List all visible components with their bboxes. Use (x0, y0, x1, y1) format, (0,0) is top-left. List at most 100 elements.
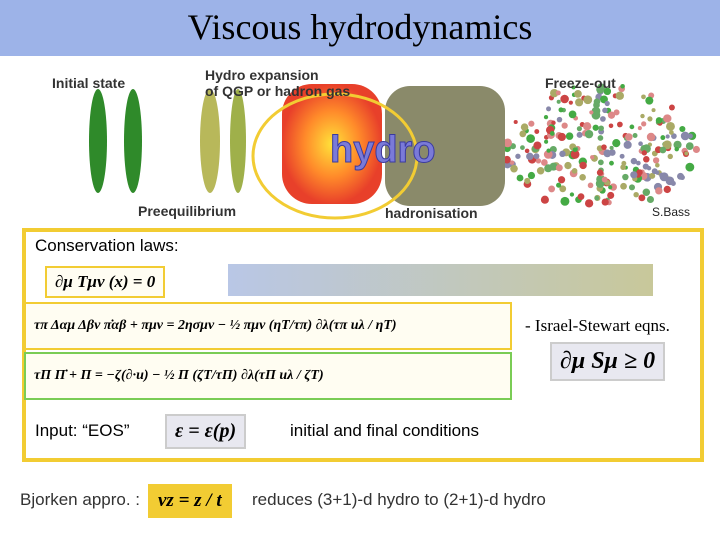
particle (560, 196, 570, 206)
particle (571, 167, 578, 174)
particle (623, 140, 632, 149)
particles (503, 83, 700, 208)
particle (534, 129, 540, 134)
particle (520, 123, 529, 131)
particle (565, 132, 574, 140)
particle (557, 176, 566, 184)
particle (555, 90, 561, 96)
particle (543, 115, 549, 120)
particle (668, 104, 675, 111)
particle (636, 169, 643, 176)
particle (576, 126, 582, 132)
particle (557, 132, 566, 142)
particle (595, 179, 605, 188)
particle (655, 187, 663, 195)
particle (628, 184, 636, 191)
particle (556, 182, 562, 188)
particle (600, 116, 606, 122)
footer-equation: vz = z / t (148, 484, 232, 518)
particle (663, 185, 671, 194)
particle (583, 95, 593, 105)
particle (590, 155, 595, 160)
preequilibrium-shape (200, 89, 220, 193)
particle (621, 160, 627, 166)
particle (608, 123, 614, 129)
particle (633, 191, 639, 198)
particle (642, 188, 651, 196)
particle (619, 153, 625, 159)
particle (604, 100, 610, 107)
particle (546, 148, 551, 153)
particle (544, 139, 549, 144)
particle (591, 106, 601, 116)
particle (602, 107, 608, 114)
particle (519, 130, 527, 138)
particle (641, 150, 648, 156)
preequilibrium-shape (230, 89, 246, 193)
particle (667, 153, 673, 160)
particle (561, 122, 568, 129)
particle (524, 177, 531, 185)
particle (636, 160, 641, 166)
particle (637, 126, 642, 131)
particle (528, 120, 535, 127)
particle (579, 161, 587, 170)
particle (548, 185, 556, 193)
particle (669, 130, 674, 135)
particle (684, 151, 689, 156)
particle (671, 133, 677, 139)
particle (645, 96, 654, 105)
particle (655, 162, 660, 168)
particle (520, 145, 525, 150)
particle (612, 139, 621, 148)
particle (641, 121, 647, 127)
particle (527, 171, 536, 180)
particle (603, 149, 612, 158)
particle (646, 132, 656, 142)
particle (571, 85, 576, 90)
particle (513, 119, 518, 125)
particle (655, 170, 660, 175)
footer-text: reduces (3+1)-d hydro to (2+1)-d hydro (252, 490, 546, 509)
particle (533, 153, 540, 160)
particle (533, 141, 542, 150)
particle (655, 117, 663, 124)
particle (620, 182, 627, 190)
particle (577, 193, 585, 200)
particle (587, 182, 594, 189)
particle (555, 164, 563, 172)
footer-label: Bjorken appro. : (20, 490, 141, 509)
heading: Conservation laws: (35, 236, 179, 255)
particle (574, 90, 582, 98)
particle (676, 142, 682, 148)
particle (535, 158, 542, 164)
particle (660, 135, 666, 141)
particle (603, 87, 612, 96)
particle (622, 173, 629, 181)
particle (594, 195, 600, 201)
particle (560, 94, 569, 104)
particle (663, 114, 672, 123)
equation: ∂μ Tμν (x) = 0 (45, 266, 166, 298)
particle (620, 164, 626, 171)
title-bar (0, 0, 720, 56)
particle (630, 171, 638, 179)
particle (617, 121, 623, 128)
particle (543, 150, 553, 159)
particle (609, 160, 614, 166)
particle (625, 133, 633, 141)
nucleus (124, 89, 142, 193)
particle (568, 110, 577, 119)
particle (546, 106, 552, 112)
hadron-gas (385, 86, 505, 206)
particle (589, 110, 594, 115)
particle (601, 198, 609, 206)
particle (598, 125, 604, 132)
figure-label: of QGP or hadron gas (205, 83, 350, 99)
particle (647, 116, 653, 122)
figure: Initial state Hydro expansion of QGP or … (52, 67, 700, 221)
particle (597, 135, 604, 141)
particle (584, 129, 594, 139)
particle (685, 142, 694, 150)
particle (643, 156, 650, 163)
